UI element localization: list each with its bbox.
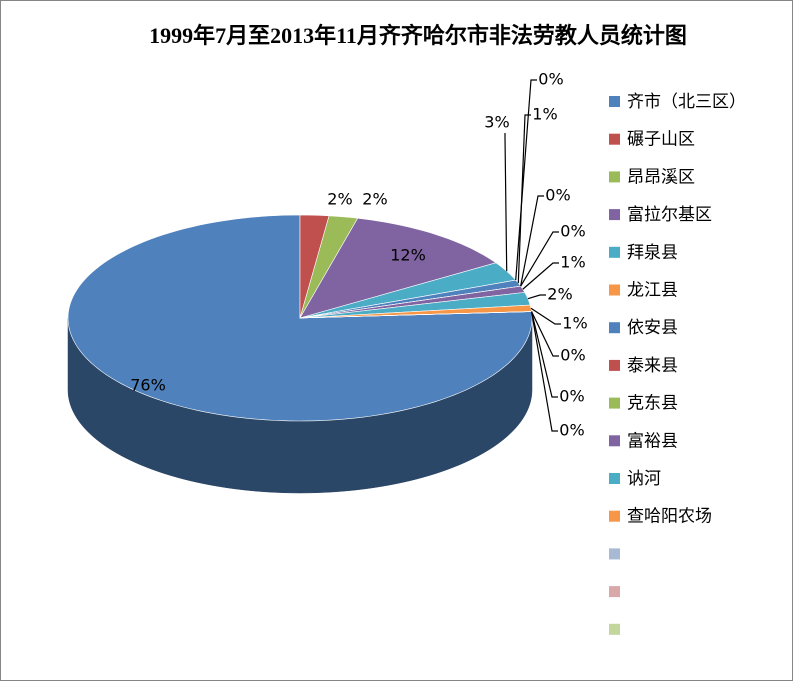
legend-swatch: [609, 473, 620, 484]
chart-title: 1999年7月至2013年11月齐齐哈尔市非法劳教人员统计图: [149, 23, 687, 48]
data-label: 0%: [538, 70, 563, 89]
legend-label: 富拉尔基区: [627, 205, 712, 225]
leader-line: [504, 133, 508, 272]
leader-line: [530, 307, 561, 325]
legend-label: 克东县: [627, 394, 678, 414]
leader-line: [520, 231, 559, 287]
legend-label: 讷河: [627, 469, 661, 489]
data-label: 2%: [362, 190, 387, 209]
leader-line: [527, 294, 546, 300]
legend-swatch: [609, 246, 620, 258]
legend-label: 龙江县: [627, 281, 678, 301]
slice: [299, 262, 517, 319]
leader-line: [530, 311, 558, 432]
legend-swatch: [609, 96, 620, 107]
legend-label: 依安县: [627, 318, 678, 338]
legend-swatch: [609, 397, 620, 409]
leader-line: [531, 311, 559, 357]
data-label: 1%: [560, 253, 585, 272]
data-label: 0%: [559, 387, 584, 406]
legend-swatch: [609, 209, 620, 221]
legend-label: 泰来县: [627, 356, 678, 376]
leader-line: [530, 311, 558, 398]
leader-line: [517, 114, 531, 284]
data-label: 0%: [559, 421, 584, 440]
slice: [299, 217, 497, 319]
legend-swatch: [609, 435, 620, 447]
leader-line: [520, 195, 544, 287]
data-label: 12%: [390, 246, 426, 265]
data-label: 1%: [562, 314, 587, 333]
leader-line: [522, 262, 559, 290]
legend-swatch: [609, 548, 620, 560]
data-label: 0%: [560, 346, 585, 365]
data-label: 0%: [560, 222, 585, 241]
legend-swatch: [609, 171, 620, 183]
data-label: 76%: [130, 376, 166, 395]
legend-label: 昂昂溪区: [627, 167, 695, 187]
legend-swatch: [609, 284, 620, 296]
legend-swatch: [609, 623, 620, 635]
legend-label: 碾子山区: [627, 130, 695, 150]
legend-label: 查哈阳农场: [627, 507, 712, 527]
pie-tops: [67, 214, 533, 422]
data-label: 3%: [484, 113, 509, 132]
legend-swatch: [609, 322, 620, 334]
data-label: 0%: [545, 186, 570, 205]
data-label: 2%: [327, 190, 352, 209]
legend-swatch: [609, 586, 620, 598]
data-label: 1%: [532, 105, 557, 124]
legend-label: 富裕县: [627, 431, 678, 451]
legend-swatch: [609, 133, 620, 145]
legend-label: 齐市（北三区）: [627, 92, 746, 112]
legend-swatch: [609, 510, 620, 522]
legend-swatch: [609, 359, 620, 371]
data-label: 2%: [547, 285, 572, 304]
legend-label: 拜泉县: [627, 243, 678, 263]
